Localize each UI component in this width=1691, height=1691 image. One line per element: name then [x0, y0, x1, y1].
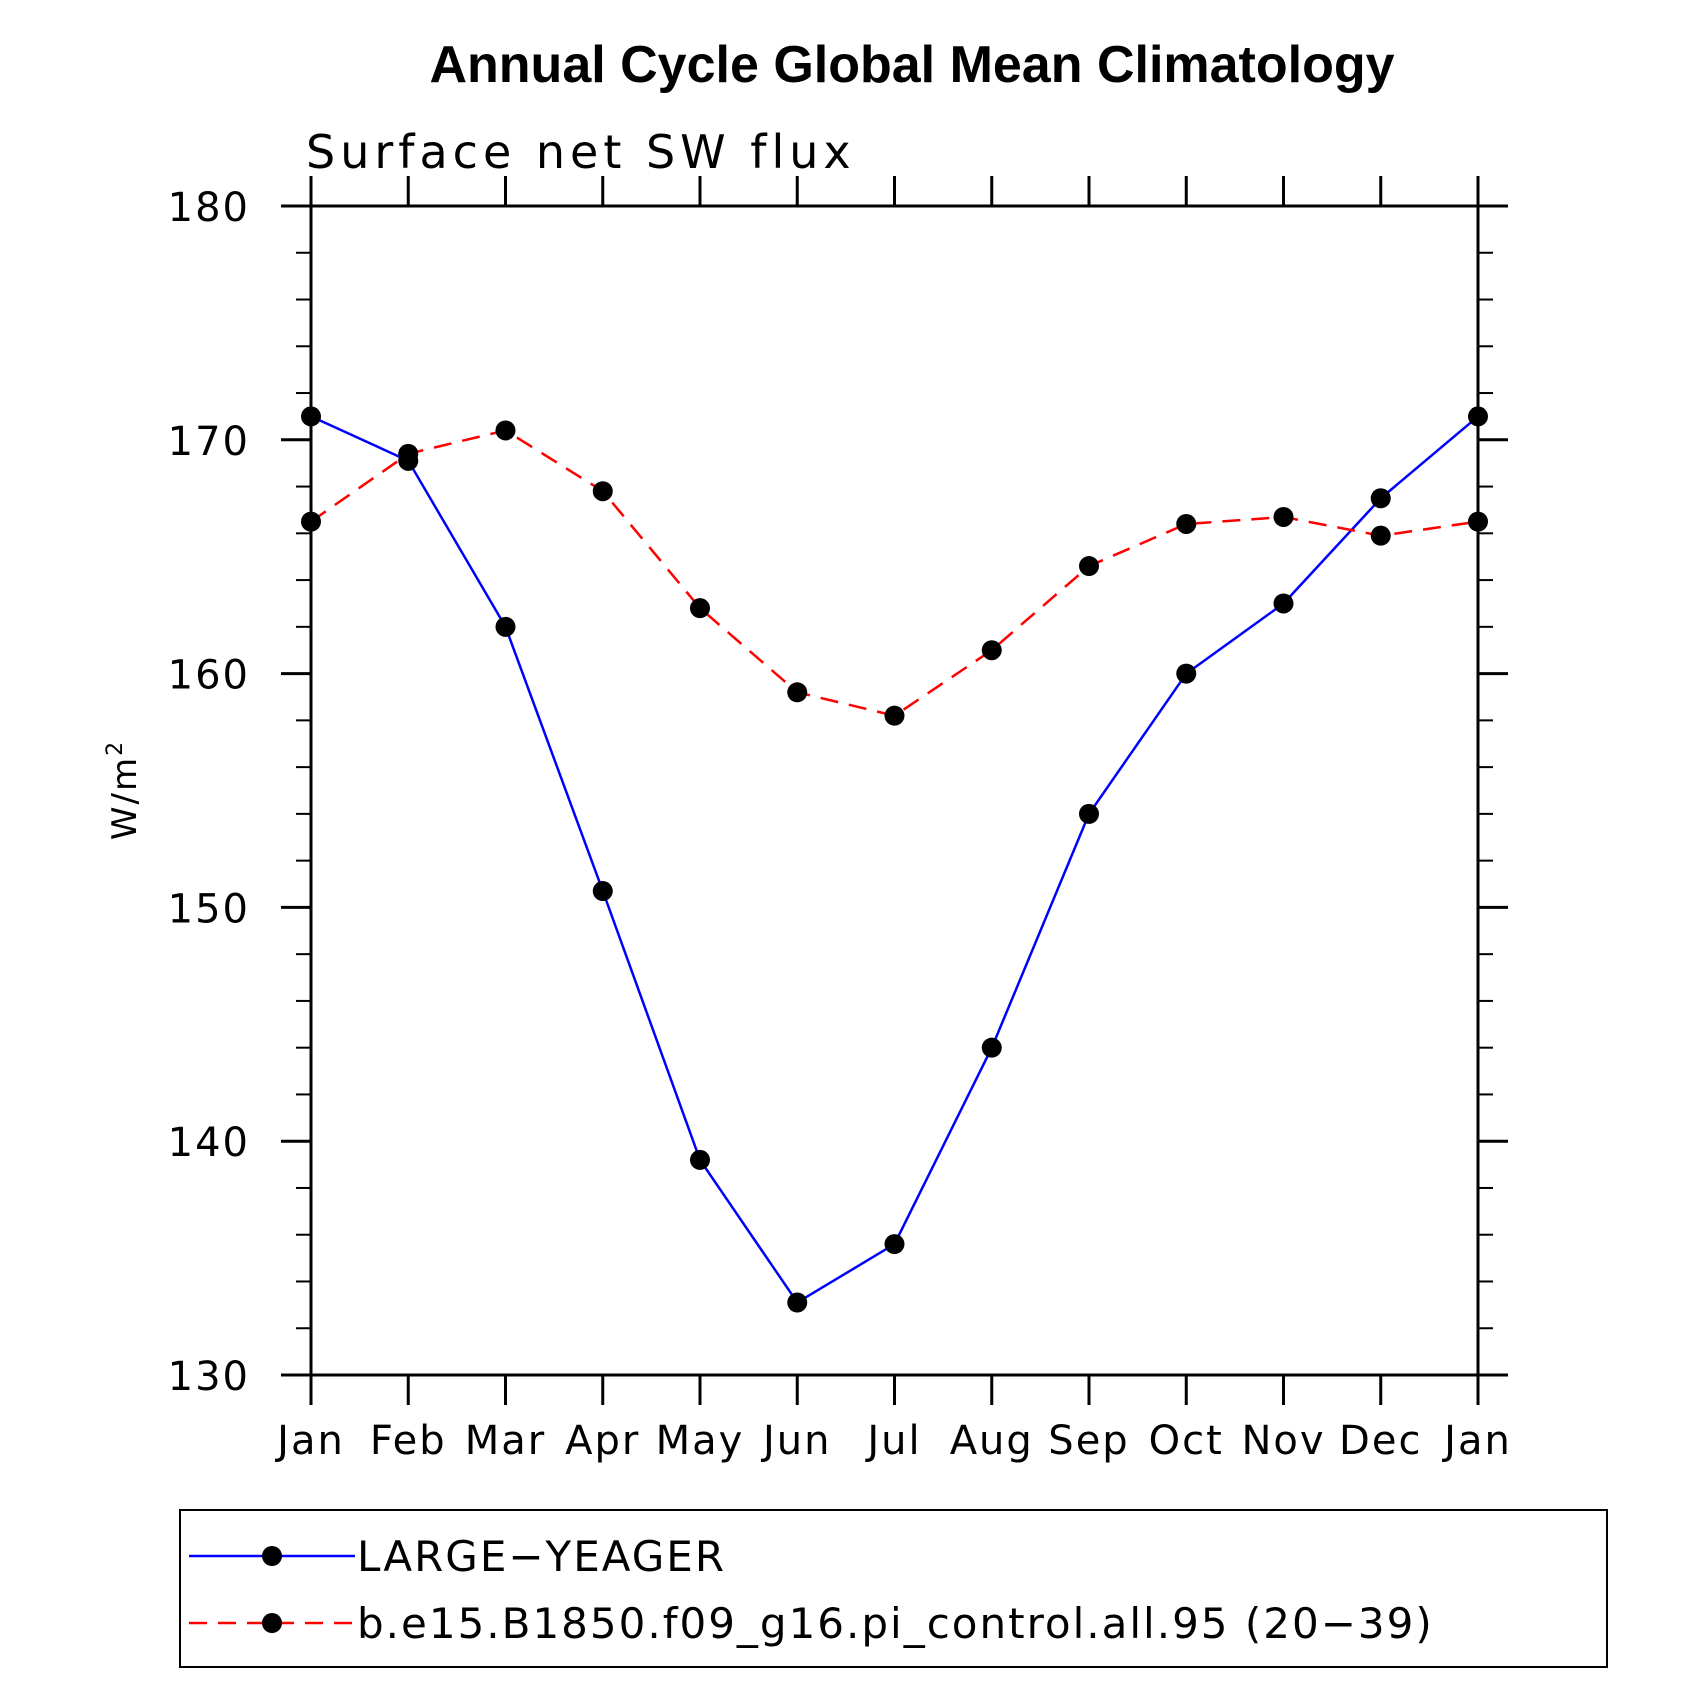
data-point [1176, 663, 1197, 684]
data-point [301, 511, 321, 532]
x-tick-label: Nov [1241, 1418, 1325, 1464]
legend-label-1: LARGE−YEAGER [357, 1532, 726, 1581]
series-2 [301, 420, 1488, 726]
x-tick-label: Jan [274, 1418, 345, 1464]
data-point [495, 616, 516, 637]
data-point [1370, 488, 1391, 509]
x-tick-label: Jul [864, 1418, 921, 1464]
legend-marker-1 [262, 1546, 282, 1566]
data-point [787, 682, 808, 703]
y-tick-label: 180 [168, 185, 250, 231]
x-tick-label: Jan [1441, 1418, 1512, 1464]
chart-title: Annual Cycle Global Mean Climatology [429, 36, 1394, 94]
data-point [981, 640, 1002, 661]
data-point [1370, 525, 1391, 546]
y-axis-title: W/m2 [103, 740, 145, 840]
y-tick-label: 130 [168, 1354, 250, 1400]
series-layer [301, 406, 1488, 1313]
y-tick-label: 170 [168, 419, 250, 465]
data-point [398, 443, 419, 464]
legend-label-2: b.e15.B1850.f09_g16.pi_control.all.95 (2… [357, 1599, 1434, 1648]
x-tick-label: Aug [950, 1418, 1034, 1464]
data-point [1079, 556, 1099, 577]
data-point [1176, 513, 1197, 534]
x-tick-label: Apr [565, 1418, 640, 1464]
axes: Jan Feb Mar Apr May Jun Jul Aug Sep Oct Nov Dec Jan 1… [168, 176, 1512, 1464]
data-point [495, 420, 516, 441]
data-point [690, 598, 710, 619]
x-tick-label: Sep [1048, 1418, 1129, 1464]
svg-text:W/m2: W/m2 [103, 740, 145, 840]
data-point [1079, 803, 1099, 824]
x-tick-label: Dec [1339, 1418, 1422, 1464]
data-point [884, 1234, 905, 1255]
data-point [592, 881, 613, 902]
chart-subtitle: Surface net SW flux [306, 125, 856, 179]
y-axis-label-superscript: 2 [103, 740, 128, 756]
series-line [310, 429, 1479, 718]
data-point [1468, 406, 1488, 427]
data-point [592, 481, 613, 502]
x-tick-label: Feb [370, 1418, 447, 1464]
data-point [1273, 593, 1294, 614]
legend: LARGE−YEAGER b.e15.B1850.f09_g16.pi_contr… [179, 1509, 1608, 1668]
legend-box [179, 1509, 1608, 1668]
data-point [1273, 506, 1294, 527]
x-tick-label: May [656, 1418, 745, 1464]
y-tick-label: 140 [168, 1120, 250, 1166]
x-tick-label: Jun [760, 1418, 832, 1464]
data-point [787, 1292, 808, 1313]
plot-frame [309, 204, 1480, 1377]
y-axis-label: W/m [105, 756, 145, 840]
data-point [690, 1149, 710, 1170]
x-tick-label: Oct [1149, 1418, 1224, 1464]
series-1 [301, 406, 1488, 1313]
y-tick-label: 160 [168, 653, 250, 699]
series-line [310, 415, 1479, 1305]
data-point [884, 705, 905, 726]
y-tick-label: 150 [168, 886, 250, 932]
data-point [1468, 511, 1488, 532]
data-point [301, 406, 321, 427]
legend-marker-2 [262, 1613, 282, 1633]
x-tick-label: Mar [465, 1418, 546, 1464]
data-point [981, 1037, 1002, 1058]
